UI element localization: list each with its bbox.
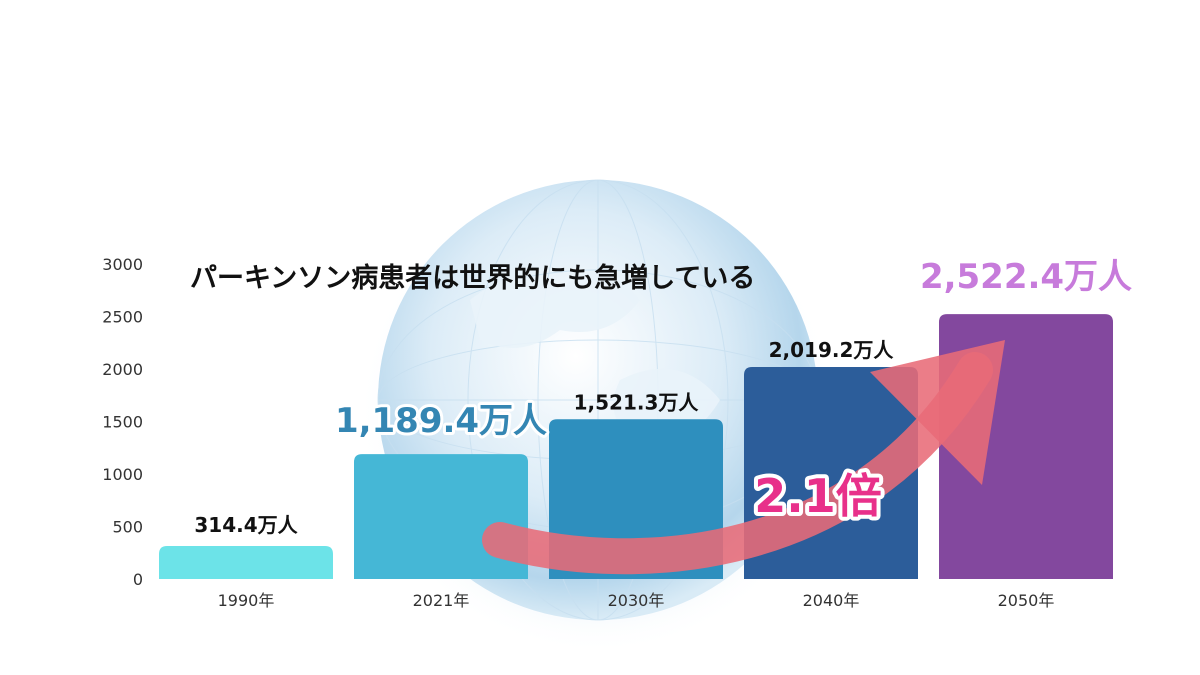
x-tick-label: 2050年	[998, 591, 1055, 610]
data-label: 1,521.3万人	[574, 390, 700, 414]
data-labels-group: 314.4万人 1,189.4万人 1,521.3万人 2,019.2万人 2,522.…	[194, 254, 1135, 537]
x-tick-label: 1990年	[218, 591, 275, 610]
data-label: 314.4万人	[194, 513, 298, 537]
y-tick-label: 1000	[102, 465, 143, 484]
x-tick-label: 2021年	[413, 591, 470, 610]
y-tick-label: 0	[133, 570, 143, 589]
x-tick-label: 2030年	[608, 591, 665, 610]
y-tick-label: 2500	[102, 308, 143, 327]
data-label: 2,522.4万人	[920, 257, 1132, 297]
x-tick-label: 2040年	[803, 591, 860, 610]
data-label: 1,189.4万人	[335, 401, 547, 441]
chart-title: パーキンソン病患者は世界的にも急増している	[190, 262, 755, 294]
y-tick-label: 2000	[102, 360, 143, 379]
bar	[354, 454, 528, 579]
x-axis: 1990年 2021年 2030年 2040年 2050年	[218, 591, 1055, 610]
y-axis: 0 500 1000 1500 2000 2500 3000	[102, 255, 143, 589]
growth-multiplier-label: 2.1倍	[754, 469, 882, 523]
y-tick-label: 500	[112, 518, 143, 537]
bar	[159, 545, 333, 579]
y-tick-label: 1500	[102, 413, 143, 432]
y-tick-label: 3000	[102, 255, 143, 274]
growth-arrow	[482, 340, 1005, 575]
data-label: 2,019.2万人	[769, 338, 895, 362]
